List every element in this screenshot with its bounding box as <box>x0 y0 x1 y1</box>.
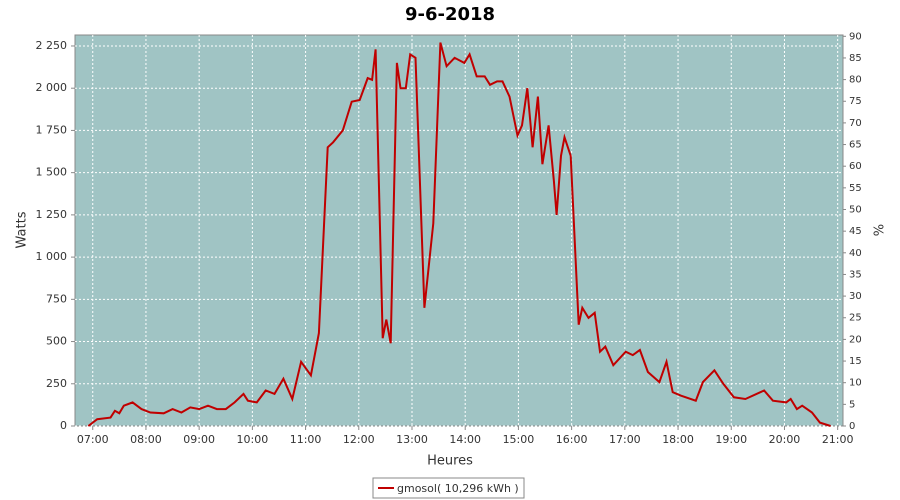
x-tick-label: 21:00 <box>822 433 854 446</box>
y2-tick-label: 25 <box>849 313 862 324</box>
y-tick-label: 1 250 <box>36 208 68 221</box>
plot-area <box>74 34 844 427</box>
chart-title: 9-6-2018 <box>405 4 495 25</box>
x-tick-label: 12:00 <box>343 433 375 446</box>
y2-tick-label: 55 <box>849 183 862 194</box>
x-tick-label: 20:00 <box>769 433 801 446</box>
legend-box <box>372 477 525 499</box>
y2-tick-label: 50 <box>849 204 862 215</box>
x-tick-label: 10:00 <box>237 433 269 446</box>
y2-tick-label: 0 <box>849 421 855 432</box>
y-tick-label: 1 750 <box>36 123 68 136</box>
y2-tick-label: 80 <box>849 75 862 86</box>
x-axis-label: Heures <box>427 454 473 469</box>
x-tick-label: 14:00 <box>449 433 481 446</box>
x-tick-label: 16:00 <box>556 433 588 446</box>
x-tick-label: 11:00 <box>290 433 322 446</box>
y2-tick-label: 40 <box>849 248 862 259</box>
y2-tick-label: 5 <box>849 399 855 410</box>
y2-tick-label: 10 <box>849 378 862 389</box>
x-tick-label: 08:00 <box>130 433 162 446</box>
y-tick-label: 2 000 <box>36 81 68 94</box>
y-tick-label: 250 <box>46 377 67 390</box>
y2-tick-label: 20 <box>849 334 862 345</box>
y-tick-label: 2 250 <box>36 39 68 52</box>
x-tick-label: 07:00 <box>77 433 109 446</box>
x-tick-label: 13:00 <box>396 433 428 446</box>
x-tick-label: 15:00 <box>503 433 535 446</box>
y2-tick-label: 45 <box>849 226 862 237</box>
y2-tick-label: 60 <box>849 161 862 172</box>
y-tick-label: 1 500 <box>36 166 68 179</box>
y-tick-label: 0 <box>60 419 67 432</box>
legend-label: gmosol( 10,296 kWh ) <box>397 482 519 495</box>
x-tick-label: 19:00 <box>715 433 747 446</box>
y2-tick-label: 65 <box>849 140 862 151</box>
y2-tick-label: 90 <box>849 31 862 42</box>
y2-tick-label: 75 <box>849 96 862 107</box>
x-tick-label: 17:00 <box>609 433 641 446</box>
y2-tick-label: 85 <box>849 53 862 64</box>
y2-tick-label: 15 <box>849 356 862 367</box>
y2-tick-label: 30 <box>849 291 862 302</box>
line-series <box>87 42 831 427</box>
x-tick-label: 18:00 <box>662 433 694 446</box>
y-axis-label: Watts <box>15 211 30 248</box>
y2-tick-label: 35 <box>849 269 862 280</box>
y2-axis-label: % <box>873 224 888 236</box>
x-tick-label: 09:00 <box>183 433 215 446</box>
y-tick-label: 750 <box>46 292 67 305</box>
y-tick-label: 1 000 <box>36 250 68 263</box>
y-tick-label: 500 <box>46 335 67 348</box>
y2-tick-label: 70 <box>849 118 862 129</box>
